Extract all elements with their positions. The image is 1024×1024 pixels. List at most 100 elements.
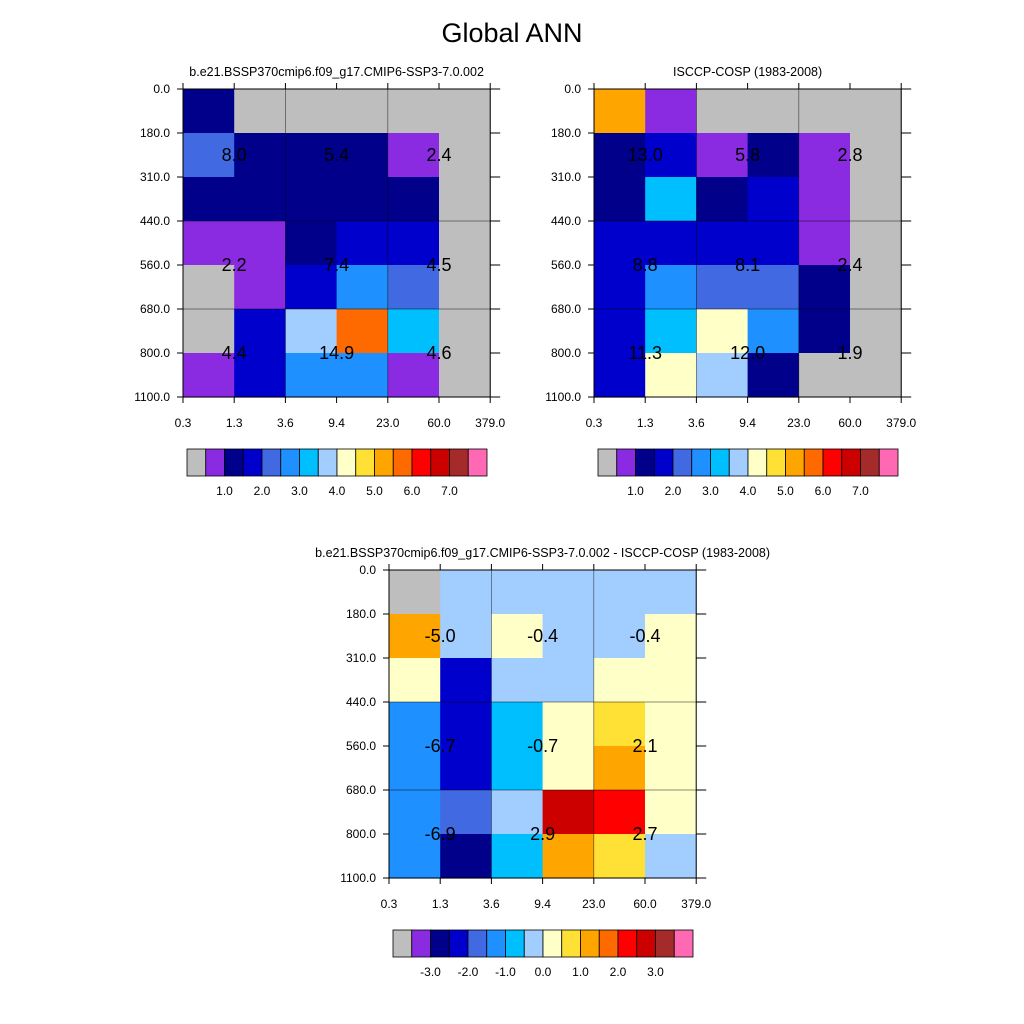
cell-value-label: -0.4 [629,626,660,646]
heatmap-cell [645,790,697,835]
cell-value-label: 4.6 [426,343,451,363]
colorbar-label: -1.0 [495,965,516,979]
heatmap-cell [234,309,286,354]
heatmap-cell [798,133,851,178]
heatmap-cell [491,614,544,659]
heatmap-cell [594,177,646,222]
heatmap-cell [696,221,749,266]
x-tick-label: 9.4 [328,416,345,430]
heatmap-cell [389,658,441,703]
heatmap-cell [440,702,492,747]
y-tick-label: 680.0 [346,783,376,797]
heatmap-cell [336,177,389,222]
heatmap-cell [696,353,749,398]
heatmap-cell [491,658,544,703]
y-tick-label: 560.0 [551,258,581,272]
heatmap-cell [747,89,800,134]
heatmap-cell [850,89,902,134]
heatmap-cell [542,658,595,703]
heatmap-cell [850,309,902,354]
x-tick-label: 60.0 [427,416,451,430]
panel-title: b.e21.BSSP370cmip6.f09_g17.CMIP6-SSP3-7.… [189,65,484,79]
cell-value-label: 4.5 [426,255,451,275]
heatmap-cell [491,570,544,615]
colorbar-label: 2.0 [254,484,271,498]
heatmap-cell [439,221,491,266]
x-tick-label: 23.0 [376,416,400,430]
x-tick-label: 3.6 [688,416,705,430]
heatmap-cell [850,177,902,222]
y-tick-label: 180.0 [551,126,581,140]
heatmap-cell [387,133,440,178]
cell-value-label: 2.2 [222,255,247,275]
colorbar-box [580,929,600,958]
heatmap-cell [542,834,595,879]
y-tick-label: 560.0 [346,739,376,753]
colorbar-box [673,929,694,958]
cell-value-label: 14.9 [319,343,354,363]
heatmap-cell [645,702,697,747]
cell-value-label: 8.0 [222,145,247,165]
cell-value-label: 8.1 [735,255,760,275]
colorbar-label: 2.0 [665,484,682,498]
heatmap-cell [696,89,749,134]
heatmap-cell [234,89,286,134]
heatmap-cell [491,790,544,835]
colorbar-label: 7.0 [852,484,869,498]
heatmap-cell [542,790,595,835]
heatmap-cell [183,133,235,178]
cell-value-label: 2.9 [530,824,555,844]
x-tick-label: 9.4 [534,897,551,911]
colorbar-label: 1.0 [627,484,644,498]
x-tick-label: 9.4 [739,416,756,430]
cell-value-label: -0.7 [527,736,558,756]
colorbar-label: 5.0 [777,484,794,498]
x-tick-label: 3.6 [483,897,500,911]
heatmap-cell [645,221,697,266]
heatmap-cell [593,570,646,615]
heatmap-cell [798,309,851,354]
heatmap-cell [747,353,800,398]
colorbar-label: 3.0 [291,484,308,498]
colorbar-label: 6.0 [404,484,421,498]
x-tick-label: 379.0 [681,897,711,911]
heatmap-cell [336,353,389,398]
colorbar-box [542,929,563,958]
colorbar-label: 6.0 [815,484,832,498]
cell-value-label: -0.4 [527,626,558,646]
heatmap-cell [798,89,851,134]
heatmap-cell [645,309,697,354]
x-tick-label: 0.3 [175,416,192,430]
colorbar-box [467,929,488,958]
heatmap-cell [594,353,646,398]
heatmap-cell [285,89,338,134]
heatmap-cell [542,614,595,659]
cell-value-label: 11.3 [628,343,662,363]
heatmap-cell [593,834,646,879]
heatmap-cell [389,702,441,747]
heatmap-cell [798,221,851,266]
heatmap-cell [696,265,749,310]
heatmap-cell [798,353,851,398]
cell-value-label: 13.0 [628,145,663,165]
heatmap-cell [387,221,440,266]
heatmap-cell [491,834,544,879]
x-tick-label: 379.0 [886,416,916,430]
colorbar-box [598,929,619,958]
colorbar-box [448,929,469,958]
colorbar-box [617,929,638,958]
heatmap-cell [285,133,338,178]
colorbar-label: -3.0 [420,965,441,979]
heatmap-cell [645,746,697,791]
y-tick-label: 0.0 [564,82,581,96]
heatmap-cell [594,133,646,178]
heatmap-cell [645,265,697,310]
colorbar-box [636,929,656,958]
heatmap-cell [183,353,235,398]
cell-value-label: -6.9 [425,824,456,844]
colorbar-label: 0.0 [535,965,552,979]
colorbar-box [467,448,488,477]
colorbar-box [505,929,525,958]
